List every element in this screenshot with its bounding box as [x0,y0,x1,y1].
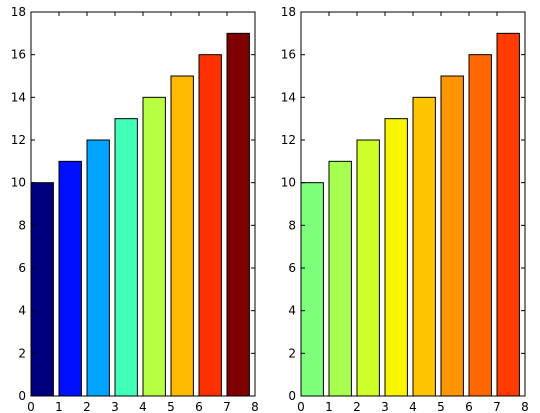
x-tick-label: 6 [195,400,203,413]
x-tick-label: 7 [493,400,501,413]
y-tick-label: 14 [11,90,26,104]
y-tick-label: 12 [281,133,296,147]
bar-2 [356,139,380,397]
x-tick-label: 2 [353,400,361,413]
bar-4 [412,96,436,397]
x-tick-label: 6 [465,400,473,413]
y-tick-label: 2 [288,346,296,360]
x-tick-label: 8 [521,400,529,413]
y-tick-label: 18 [11,5,26,19]
y-tick-label: 4 [288,304,296,318]
y-tick-label: 8 [18,218,26,232]
x-tick-label: 4 [409,400,417,413]
y-tick-label: 6 [18,261,26,275]
bar-0 [300,182,324,397]
x-tick-label: 8 [251,400,259,413]
bar-1 [328,160,352,397]
y-tick-label: 12 [11,133,26,147]
bar-4 [142,96,166,397]
y-tick-label: 16 [281,48,296,62]
y-tick-label: 10 [281,176,296,190]
x-tick-label: 5 [167,400,175,413]
bar-3 [384,118,408,397]
bar-6 [198,54,222,397]
x-tick-label: 4 [139,400,147,413]
x-tick-label: 5 [437,400,445,413]
y-tick-label: 4 [18,304,26,318]
bar-1 [58,160,82,397]
bar-2 [86,139,110,397]
x-tick-label: 3 [381,400,389,413]
x-tick-label: 3 [111,400,119,413]
bar-6 [468,54,492,397]
x-tick-label: 0 [297,400,305,413]
bar-7 [226,32,250,397]
y-tick-label: 8 [288,218,296,232]
y-tick-label: 6 [288,261,296,275]
bar-7 [496,32,520,397]
y-tick-label: 14 [281,90,296,104]
bar-3 [114,118,138,397]
x-tick-label: 1 [325,400,333,413]
y-tick-label: 0 [288,389,296,403]
y-tick-label: 18 [281,5,296,19]
y-tick-label: 2 [18,346,26,360]
y-tick-label: 10 [11,176,26,190]
bar-5 [170,75,194,397]
y-tick-label: 16 [11,48,26,62]
y-tick-label: 0 [18,389,26,403]
x-tick-label: 0 [27,400,35,413]
x-tick-label: 7 [223,400,231,413]
bar-5 [440,75,464,397]
x-tick-label: 1 [55,400,63,413]
x-tick-label: 2 [83,400,91,413]
bar-0 [30,182,54,397]
